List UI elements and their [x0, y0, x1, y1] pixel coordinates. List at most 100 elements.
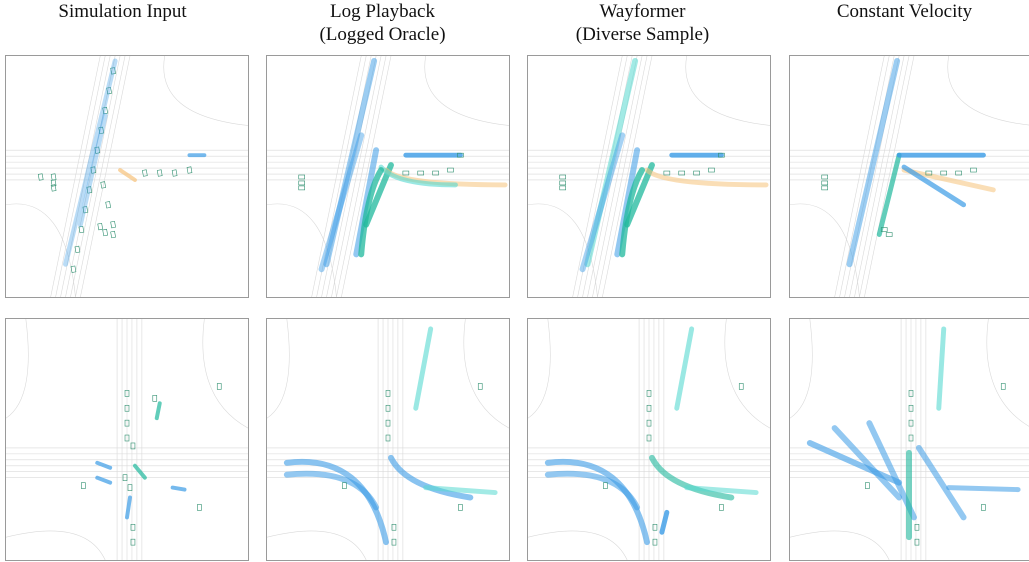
vehicle-box: [908, 434, 914, 442]
vehicle-box: [432, 170, 439, 176]
vehicle-box: [298, 180, 305, 186]
vehicle-box: [447, 167, 454, 173]
panel-row2-simulation-input: [5, 318, 249, 561]
vehicle-box: [718, 152, 725, 158]
vehicle-box: [880, 227, 888, 232]
vehicle-box: [970, 167, 977, 173]
scene-canvas: [6, 319, 248, 560]
trajectory: [154, 401, 162, 421]
vehicle-box: [50, 184, 57, 192]
vehicle-box: [298, 185, 305, 191]
trajectory: [831, 425, 903, 501]
scene-canvas: [528, 56, 770, 297]
scene-canvas: [267, 319, 509, 560]
trajectory: [323, 57, 378, 268]
trajectory: [659, 509, 670, 535]
road-network: [6, 319, 248, 560]
trajectory: [684, 485, 759, 496]
vehicle-box: [385, 434, 391, 442]
trajectory: [283, 458, 389, 546]
vehicle-box: [97, 222, 104, 231]
vehicle-box: [50, 179, 57, 187]
column-title-log-playback: Log Playback (Logged Oracle): [260, 0, 505, 46]
vehicle-box: [105, 201, 111, 209]
column-title-line2: (Diverse Sample): [575, 24, 710, 45]
trajectory: [95, 475, 113, 485]
vehicle-box: [908, 404, 914, 412]
vehicle-box: [908, 390, 914, 397]
vehicle-box: [955, 170, 962, 176]
trajectory: [649, 454, 735, 501]
vehicle-box: [821, 180, 828, 186]
vehicle-box: [391, 538, 397, 546]
panel-row1-constant-velocity: [789, 55, 1029, 298]
trajectory: [946, 485, 1021, 493]
vehicle-box: [821, 174, 828, 180]
column-title-line2: (Logged Oracle): [319, 24, 446, 45]
trajectory: [915, 444, 967, 521]
vehicle-box: [70, 265, 77, 273]
road-network: [528, 319, 770, 560]
vehicle-box: [130, 538, 136, 546]
trajectory: [876, 152, 902, 237]
vehicle-box: [914, 538, 920, 546]
vehicle-box: [124, 434, 130, 442]
vehicle-box: [81, 482, 86, 489]
vehicle-box: [693, 170, 700, 176]
trajectory: [388, 454, 474, 501]
vehicle-box: [385, 390, 391, 397]
column-title-line1: Simulation Input: [58, 1, 187, 22]
panel-row2-log-playback: [266, 318, 510, 561]
vehicle-box: [124, 404, 130, 412]
trajectory: [619, 167, 646, 258]
vehicle-box: [90, 166, 97, 174]
vehicle-box: [50, 173, 57, 181]
vehicle-box: [130, 523, 136, 531]
vehicle-box: [102, 106, 108, 115]
vehicle-box: [477, 383, 483, 390]
panel-row1-wayformer: [527, 55, 771, 298]
column-title-line1: Log Playback: [329, 1, 435, 22]
vehicle-box: [559, 185, 566, 191]
vehicle-box: [152, 395, 158, 402]
trajectory: [318, 132, 365, 273]
vehicle-box: [385, 419, 391, 427]
trajectory: [846, 57, 901, 268]
vehicle-box: [197, 504, 202, 511]
scene-canvas: [528, 319, 770, 560]
trajectory: [423, 485, 498, 496]
scene-canvas: [267, 56, 509, 297]
vehicle-box: [100, 181, 107, 189]
vehicle-box: [652, 523, 658, 531]
vehicle-box: [122, 474, 128, 481]
trajectory: [644, 167, 769, 188]
panel-row1-log-playback: [266, 55, 510, 298]
trajectory: [901, 167, 996, 193]
vehicle-box: [821, 185, 828, 191]
vehicle-box: [106, 87, 112, 95]
road-network: [267, 319, 509, 560]
vehicle-box: [94, 146, 101, 154]
vehicle-box: [738, 383, 744, 390]
column-title-wayformer: Wayformer (Diverse Sample): [520, 0, 765, 46]
vehicle-box: [342, 482, 347, 489]
trajectory: [283, 470, 380, 511]
trajectory: [77, 113, 108, 228]
vehicle-box: [559, 180, 566, 186]
road-network: [790, 56, 1029, 297]
vehicle-box: [391, 523, 397, 531]
vehicle-box: [646, 434, 652, 442]
vehicle-box: [559, 174, 566, 180]
column-title-constant-velocity: Constant Velocity: [782, 0, 1027, 23]
vehicle-box: [102, 228, 108, 237]
trajectory: [378, 164, 458, 188]
trajectory: [63, 58, 118, 267]
vehicle-box: [385, 404, 391, 412]
trajectory: [125, 495, 132, 520]
scene-canvas: [790, 56, 1029, 297]
trajectory: [584, 57, 639, 268]
column-title-simulation-input: Simulation Input: [0, 0, 245, 23]
trajectory: [170, 485, 187, 492]
vehicle-box: [402, 170, 410, 176]
vehicle-box: [417, 170, 425, 176]
